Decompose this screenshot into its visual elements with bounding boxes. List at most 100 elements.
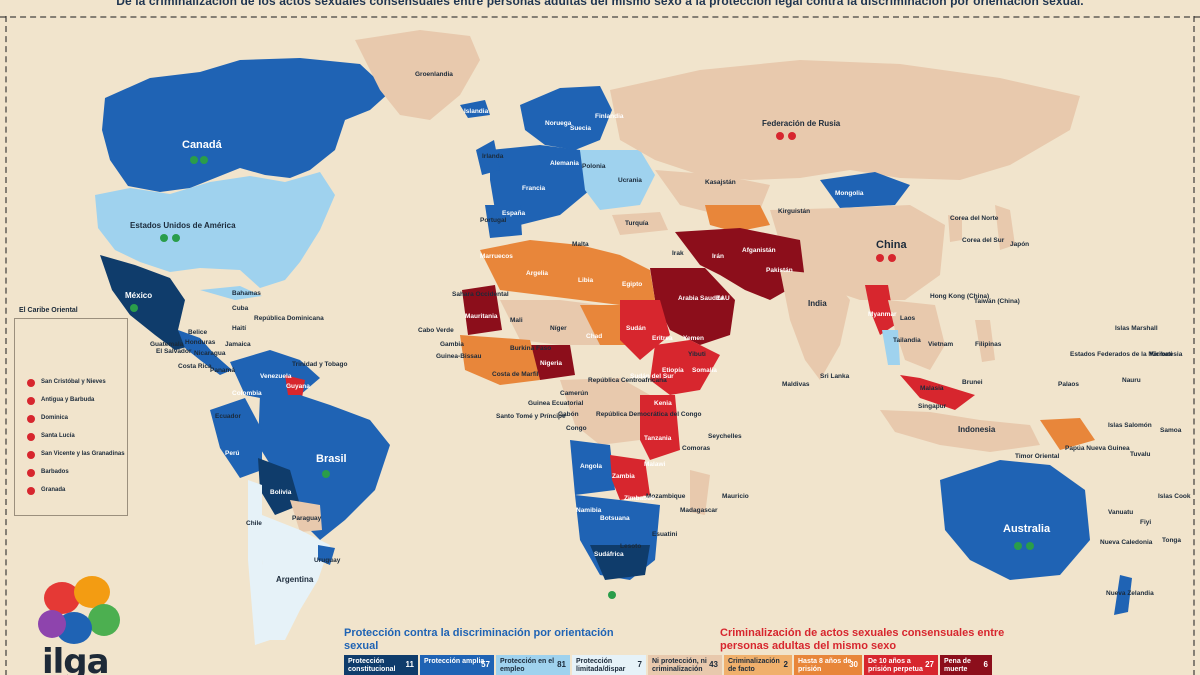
- region-south-africa: [590, 545, 650, 580]
- label-venezuela: Venezuela: [260, 373, 292, 380]
- caribbean-item: San Cristóbal y Nieves: [41, 379, 106, 385]
- legend-item-label: Protección limitada/dispar: [576, 658, 626, 673]
- region-kazakhstan: [655, 170, 770, 215]
- region-north-africa: [480, 240, 655, 305]
- criminalization-icon: [888, 254, 896, 262]
- label-nigeria: Nigeria: [540, 360, 562, 367]
- label-new-caledonia: Nueva Caledonia: [1100, 539, 1153, 546]
- label-polonia: Polonia: [582, 163, 606, 170]
- label-niger: Níger: [550, 325, 567, 332]
- label-eritrea: Eritrea: [652, 335, 673, 342]
- label-panama: Panamá: [210, 367, 235, 374]
- label-cabo-verde: Cabo Verde: [418, 327, 454, 334]
- region-east-africa: [640, 395, 680, 460]
- label-guatemala: Guatemala: [150, 341, 184, 348]
- region-thailand: [882, 330, 900, 365]
- caribbean-dot: [27, 469, 35, 477]
- label-uae: EAU: [716, 295, 730, 302]
- region-malaysia: [900, 375, 975, 410]
- region-central-america: [178, 330, 232, 375]
- label-solomon: Islas Salomón: [1108, 422, 1152, 429]
- label-car: República Centroafricana: [588, 377, 667, 384]
- label-srilanka: Sri Lanka: [820, 373, 850, 380]
- label-kiribati: Kiribati: [1150, 351, 1173, 358]
- region-india: [780, 270, 850, 380]
- label-mexico: México: [125, 291, 152, 300]
- label-seychelles: Seychelles: [708, 433, 742, 440]
- protection-icon: [322, 470, 330, 478]
- legend-item-label: Hasta 8 años de prisión: [798, 658, 852, 673]
- label-mauritius: Mauricio: [722, 493, 749, 500]
- label-tanzania: Tanzania: [644, 435, 672, 442]
- region-canada: [102, 58, 390, 192]
- caribbean-dot: [27, 415, 35, 423]
- label-gabon: Gabón: [558, 411, 579, 418]
- ilga-logo: ilga: [36, 572, 126, 675]
- region-middle-east-death: [675, 228, 805, 300]
- label-iceland: Islandia: [464, 108, 489, 115]
- region-east-europe: [580, 150, 655, 210]
- map-subtitle: De la criminalización de los actos sexua…: [116, 0, 1084, 8]
- label-malaysia: Malasia: [920, 385, 944, 392]
- label-ecuador: Ecuador: [215, 413, 241, 420]
- region-png: [1040, 418, 1095, 450]
- label-thailand: Tailandia: [893, 337, 921, 344]
- region-myanmar: [865, 285, 895, 335]
- label-namibia: Namibia: [576, 507, 602, 514]
- label-comoros: Comoras: [682, 445, 711, 452]
- label-paraguay: Paraguay: [292, 515, 322, 522]
- region-southeast-asia: [888, 300, 945, 370]
- region-paraguay: [290, 500, 322, 532]
- label-costa-rica: Costa Rica: [178, 363, 212, 370]
- label-gambia: Gambia: [440, 341, 464, 348]
- caribbean-dot: [27, 379, 35, 387]
- label-micronesia: Estados Federados de la Micronesia: [1070, 351, 1183, 358]
- legend-item-label: Ni protección, ni criminalización: [652, 658, 707, 673]
- legend-item: Protección en el empleo 81: [496, 655, 570, 675]
- legend-item-count: 2: [783, 660, 788, 669]
- legend-item-count: 57: [481, 660, 490, 669]
- label-libya: Libia: [578, 277, 594, 284]
- region-scandinavia: [520, 86, 612, 150]
- label-china: China: [876, 239, 907, 251]
- left-border: [5, 16, 7, 675]
- label-palau: Palaos: [1058, 381, 1079, 388]
- criminalization-icon: [788, 132, 796, 140]
- label-vanuatu: Vanuatu: [1108, 509, 1133, 516]
- label-el-salvador: El Salvador: [156, 348, 192, 355]
- label-djibouti: Yibuti: [688, 351, 706, 358]
- legend-item-count: 6: [983, 660, 988, 669]
- label-nkorea: Corea del Norte: [950, 215, 999, 222]
- label-angola: Angola: [580, 463, 602, 470]
- label-japan: Japón: [1010, 241, 1029, 248]
- label-hongkong: Hong Kong (China): [930, 293, 989, 300]
- region-guyana: [285, 375, 305, 398]
- label-chad: Chad: [586, 333, 602, 340]
- label-suecia: Suecia: [570, 125, 591, 132]
- label-belize: Belice: [188, 329, 208, 336]
- label-brasil: Brasil: [316, 453, 347, 465]
- legend-item-label: Protección en el empleo: [500, 658, 555, 673]
- label-haiti: Haití: [232, 325, 246, 332]
- protection-icon: [190, 156, 198, 164]
- label-cameroon: Camerún: [560, 390, 588, 397]
- label-malta: Malta: [572, 241, 589, 248]
- legend-item-count: 11: [405, 660, 414, 669]
- region-philippines: [975, 320, 995, 362]
- legend-item-count: 81: [557, 660, 566, 669]
- label-turkey: Turquía: [625, 220, 649, 227]
- label-guinea-ec: Guinea Ecuatorial: [528, 400, 583, 407]
- label-timor: Timor Oriental: [1015, 453, 1060, 460]
- label-ivory: Costa de Marfil: [492, 371, 539, 378]
- caribbean-dot: [27, 397, 35, 405]
- label-russia: Federación de Rusia: [762, 119, 841, 128]
- label-indonesia: Indonesia: [958, 425, 996, 434]
- region-turkey: [612, 212, 668, 235]
- label-myanmar: Myanmar: [868, 311, 897, 318]
- label-finlandia: Finlandia: [595, 113, 624, 120]
- caribbean-item: San Vicente y las Granadinas: [41, 451, 125, 457]
- label-honduras: Honduras: [185, 339, 216, 346]
- region-newzealand: [1114, 575, 1132, 615]
- label-morocco: Marruecos: [480, 253, 513, 260]
